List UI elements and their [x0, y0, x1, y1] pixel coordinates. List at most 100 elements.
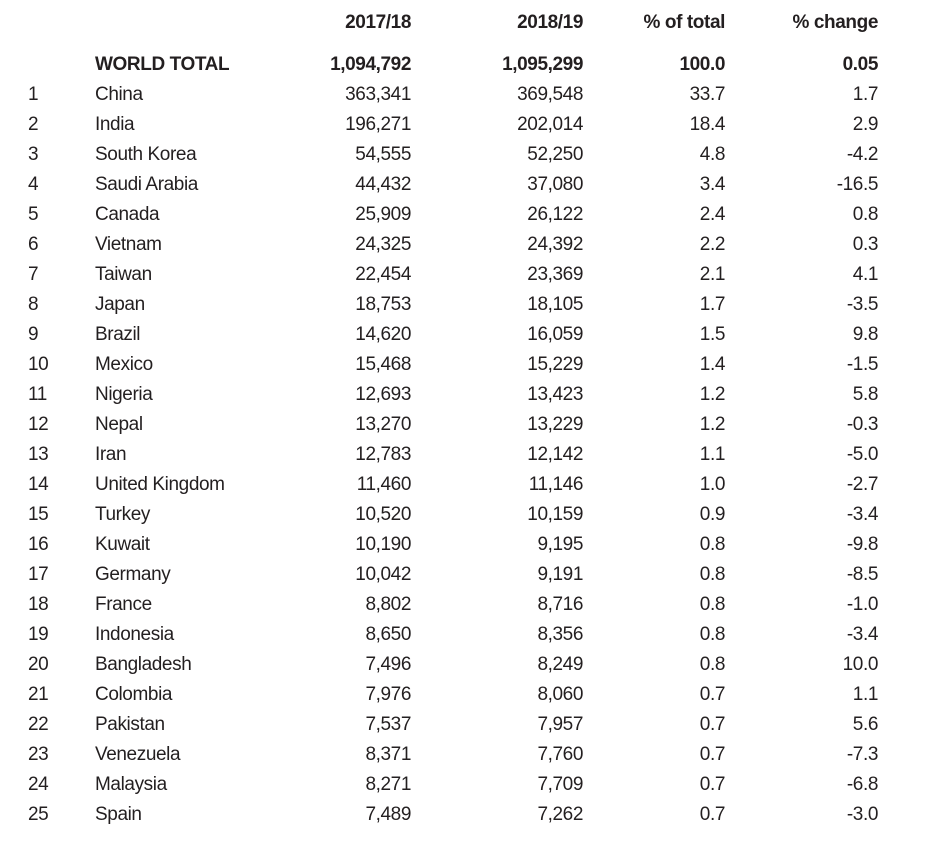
- value-2017-18-cell: 10,042: [355, 564, 411, 585]
- rank-cell: 5: [28, 204, 39, 225]
- country-cell: Malaysia: [95, 774, 167, 795]
- column-header-2017-18: 2017/18: [345, 12, 411, 33]
- pct-change-cell: -6.8: [846, 774, 879, 795]
- table-row: 21 Colombia 7,976 8,060 0.7 1.1: [0, 680, 936, 710]
- pct-of-total-cell: 0.9: [699, 504, 725, 525]
- pct-change-cell: 5.6: [852, 714, 879, 735]
- pct-of-total-cell: 2.2: [699, 234, 725, 255]
- value-2017-18-cell: 14,620: [355, 324, 411, 345]
- pct-of-total-cell: 1.4: [699, 354, 725, 375]
- table-row: 19 Indonesia 8,650 8,356 0.8 -3.4: [0, 620, 936, 650]
- pct-of-total-cell: 1.7: [699, 294, 725, 315]
- table-header: 2017/18 2018/19 % of total % change: [0, 8, 936, 50]
- table-row: 1 China 363,341 369,548 33.7 1.7: [0, 80, 936, 110]
- pct-change-cell: -7.3: [846, 744, 879, 765]
- world-total-row: WORLD TOTAL 1,094,792 1,095,299 100.0 0.05: [0, 50, 936, 80]
- value-2017-18-cell: 10,520: [355, 504, 411, 525]
- pct-change-cell: -5.0: [846, 444, 879, 465]
- country-cell: Turkey: [95, 504, 150, 525]
- pct-change-cell: -16.5: [836, 174, 879, 195]
- value-2017-18-cell: 25,909: [355, 204, 411, 225]
- table-row: 8 Japan 18,753 18,105 1.7 -3.5: [0, 290, 936, 320]
- value-2018-19-cell: 8,716: [537, 594, 583, 615]
- pct-change-cell: 0.05: [842, 54, 879, 75]
- rank-cell: 22: [28, 714, 49, 735]
- country-cell: Germany: [95, 564, 171, 585]
- value-2017-18-cell: 11,460: [356, 474, 411, 495]
- pct-of-total-cell: 1.0: [699, 474, 725, 495]
- value-2017-18-cell: 1,094,792: [330, 54, 411, 75]
- value-2017-18-cell: 196,271: [345, 114, 411, 135]
- pct-change-cell: 1.1: [852, 684, 879, 705]
- pct-change-cell: 5.8: [852, 384, 879, 405]
- pct-of-total-cell: 18.4: [689, 114, 725, 135]
- pct-change-cell: -3.0: [846, 804, 879, 825]
- table-row: 5 Canada 25,909 26,122 2.4 0.8: [0, 200, 936, 230]
- pct-change-cell: 9.8: [852, 324, 879, 345]
- value-2017-18-cell: 54,555: [355, 144, 411, 165]
- value-2018-19-cell: 10,159: [527, 504, 583, 525]
- table-row: 16 Kuwait 10,190 9,195 0.8 -9.8: [0, 530, 936, 560]
- pct-of-total-cell: 100.0: [679, 54, 725, 75]
- country-cell: Nigeria: [95, 384, 153, 405]
- country-cell: Japan: [95, 294, 145, 315]
- pct-of-total-cell: 0.8: [699, 534, 725, 555]
- value-2018-19-cell: 9,195: [537, 534, 583, 555]
- pct-of-total-cell: 0.7: [699, 774, 725, 795]
- value-2018-19-cell: 37,080: [527, 174, 583, 195]
- country-cell: Pakistan: [95, 714, 165, 735]
- value-2017-18-cell: 24,325: [355, 234, 411, 255]
- table-row: 22 Pakistan 7,537 7,957 0.7 5.6: [0, 710, 936, 740]
- rank-cell: 6: [28, 234, 39, 255]
- value-2018-19-cell: 8,060: [537, 684, 583, 705]
- header-row: 2017/18 2018/19 % of total % change: [0, 8, 936, 50]
- value-2018-19-cell: 23,369: [527, 264, 583, 285]
- table-row: 18 France 8,802 8,716 0.8 -1.0: [0, 590, 936, 620]
- rank-cell: 10: [28, 354, 49, 375]
- pct-of-total-cell: 0.8: [699, 594, 725, 615]
- value-2018-19-cell: 52,250: [527, 144, 583, 165]
- country-cell: United Kingdom: [95, 474, 225, 495]
- value-2017-18-cell: 18,753: [355, 294, 411, 315]
- value-2018-19-cell: 1,095,299: [502, 54, 583, 75]
- value-2017-18-cell: 8,802: [365, 594, 411, 615]
- rank-cell: 1: [28, 84, 39, 105]
- value-2017-18-cell: 8,650: [365, 624, 411, 645]
- value-2018-19-cell: 7,957: [537, 714, 583, 735]
- rank-cell: 16: [28, 534, 49, 555]
- country-cell: Bangladesh: [95, 654, 192, 675]
- table-row: 6 Vietnam 24,325 24,392 2.2 0.3: [0, 230, 936, 260]
- rank-cell: 15: [28, 504, 49, 525]
- pct-of-total-cell: 0.7: [699, 804, 725, 825]
- pct-of-total-cell: 0.8: [699, 654, 725, 675]
- value-2017-18-cell: 7,496: [365, 654, 411, 675]
- country-cell: Brazil: [95, 324, 141, 345]
- pct-change-cell: -8.5: [846, 564, 879, 585]
- country-rankings-table: 2017/18 2018/19 % of total % change WORL…: [0, 8, 936, 830]
- value-2017-18-cell: 12,693: [355, 384, 411, 405]
- column-header-pct-change: % change: [792, 12, 879, 33]
- pct-of-total-cell: 2.1: [699, 264, 725, 285]
- country-column-header: [95, 8, 310, 50]
- value-2018-19-cell: 369,548: [517, 84, 583, 105]
- table-row: 13 Iran 12,783 12,142 1.1 -5.0: [0, 440, 936, 470]
- pct-of-total-cell: 0.8: [699, 624, 725, 645]
- pct-change-cell: 4.1: [852, 264, 879, 285]
- value-2017-18-cell: 8,371: [365, 744, 411, 765]
- country-cell: Colombia: [95, 684, 173, 705]
- pct-of-total-cell: 1.2: [699, 384, 725, 405]
- rank-cell: 7: [28, 264, 39, 285]
- value-2017-18-cell: 22,454: [355, 264, 411, 285]
- country-cell: Saudi Arabia: [95, 174, 198, 195]
- pct-change-cell: 1.7: [852, 84, 879, 105]
- rankings-table-container: 2017/18 2018/19 % of total % change WORL…: [0, 8, 936, 830]
- country-cell: Nepal: [95, 414, 143, 435]
- table-row: 15 Turkey 10,520 10,159 0.9 -3.4: [0, 500, 936, 530]
- pct-of-total-cell: 0.7: [699, 684, 725, 705]
- rank-cell: 4: [28, 174, 39, 195]
- country-cell: Spain: [95, 804, 142, 825]
- column-header-2018-19: 2018/19: [517, 12, 583, 33]
- country-cell: South Korea: [95, 144, 197, 165]
- pct-change-cell: 0.3: [852, 234, 879, 255]
- pct-change-cell: -4.2: [846, 144, 879, 165]
